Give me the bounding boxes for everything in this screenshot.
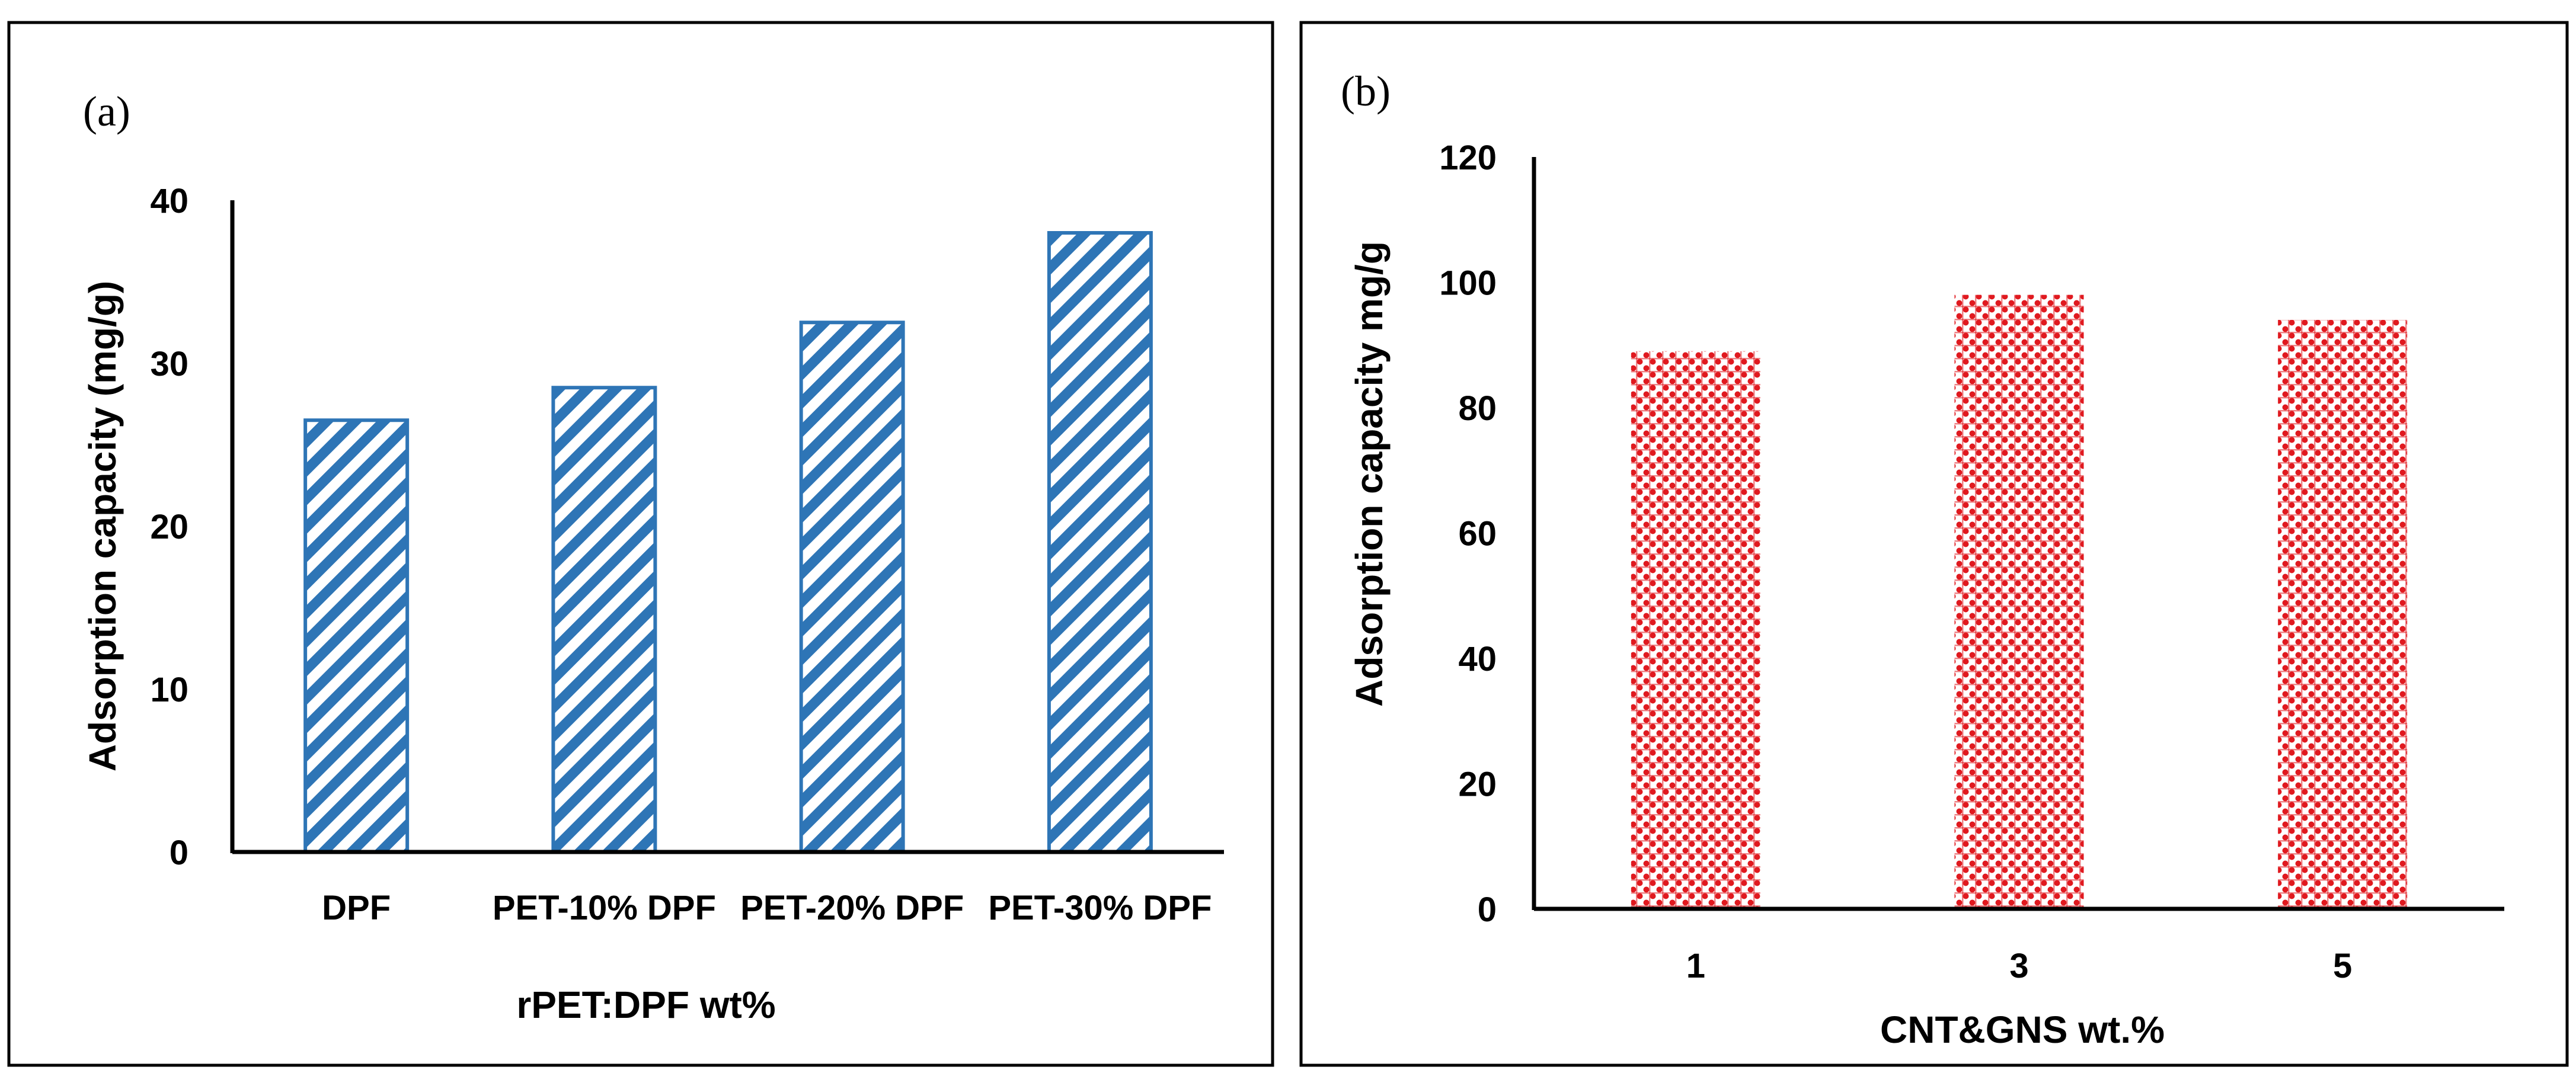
panel-a-bar (551, 386, 657, 854)
panel-b-bar (1954, 294, 2084, 909)
panel-b-x-tick-label: 1 (1686, 947, 1705, 985)
panel-a-label: (a) (83, 88, 130, 135)
panel-a-x-tick-label: PET-30% DPF (988, 889, 1212, 927)
panel-a-y-tick-label: 0 (170, 834, 188, 872)
panel-a-x-tick-label: PET-20% DPF (740, 889, 964, 927)
panel-a-bar (799, 321, 905, 854)
panel-a-x-tick-label: DPF (322, 889, 391, 927)
panel-b-x-tick-label: 5 (2333, 947, 2352, 985)
panel-a-y-tick-label: 10 (150, 671, 188, 709)
panel-b-label: (b) (1341, 68, 1391, 115)
panel-b-y-axis-title: Adsorption capacity mg/g (1348, 241, 1391, 707)
panel-b: (b) 0 20 40 60 80 100 120 1 3 5 Adsorption capac… (1299, 21, 2569, 1067)
panel-b-y-tick-label: 80 (1458, 389, 1497, 428)
panel-a-frame (7, 21, 1274, 1067)
panel-b-y-tick-label: 120 (1439, 139, 1497, 177)
panel-a-y-tick-label: 30 (150, 345, 188, 383)
panel-b-x-tick-label: 3 (2009, 947, 2028, 985)
panel-b-y-tick-label: 0 (1478, 890, 1497, 929)
panel-a: (a) 0 10 20 30 40 DPF PET-10% DPF PET-20% DPF P… (7, 21, 1274, 1067)
panel-a-bar (303, 418, 410, 854)
panel-a-x-tick-label: PET-10% DPF (493, 889, 716, 927)
panel-a-x-axis-title: rPET:DPF wt% (516, 984, 775, 1026)
panel-b-frame (1299, 21, 2569, 1067)
panel-b-bar (1631, 351, 1760, 909)
panel-a-y-axis-title: Adsorption capacity (mg/g) (81, 281, 124, 772)
panel-a-y-tick-label: 40 (150, 182, 188, 220)
panel-b-y-tick-label: 20 (1458, 765, 1497, 804)
panel-a-y-tick-label: 20 (150, 508, 188, 546)
panel-b-y-tick-label: 60 (1458, 515, 1497, 553)
panel-a-bar (1047, 231, 1153, 854)
panel-b-bar (2278, 319, 2408, 909)
panel-b-y-tick-label: 100 (1439, 264, 1497, 303)
panel-b-y-tick-label: 40 (1458, 640, 1497, 678)
panel-b-x-axis-title: CNT&GNS wt.% (1880, 1008, 2165, 1051)
